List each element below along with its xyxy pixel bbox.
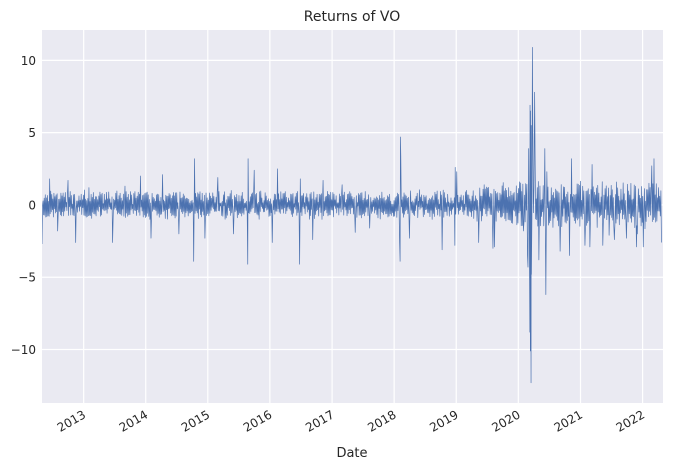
y-tick-label: −5 [18, 271, 36, 285]
x-tick-label: 2020 [489, 407, 522, 434]
y-tick-label: 10 [21, 54, 36, 68]
y-tick-label: −10 [11, 343, 36, 357]
x-tick-label: 2019 [427, 407, 460, 434]
x-tick-label: 2017 [303, 407, 336, 434]
x-axis-label: Date [336, 446, 367, 461]
x-tick-label: 2013 [55, 407, 88, 434]
returns-line [42, 46, 662, 384]
x-tick-label: 2021 [552, 407, 585, 434]
x-tick-label: 2016 [241, 407, 274, 434]
x-axis-tick-labels: 2013 2014 2015 2016 2017 2018 2019 2020 2021 2022 [55, 407, 647, 434]
series-returns [42, 46, 662, 384]
x-tick-label: 2022 [614, 407, 647, 434]
x-tick-label: 2014 [117, 407, 150, 434]
x-tick-label: 2018 [365, 407, 398, 434]
y-tick-label: 5 [28, 126, 36, 140]
x-tick-label: 2015 [179, 407, 212, 434]
chart-title: Returns of VO [304, 9, 401, 25]
y-tick-label: 0 [28, 198, 36, 212]
y-axis-tick-labels: 10 5 0 −5 −10 [11, 54, 36, 357]
